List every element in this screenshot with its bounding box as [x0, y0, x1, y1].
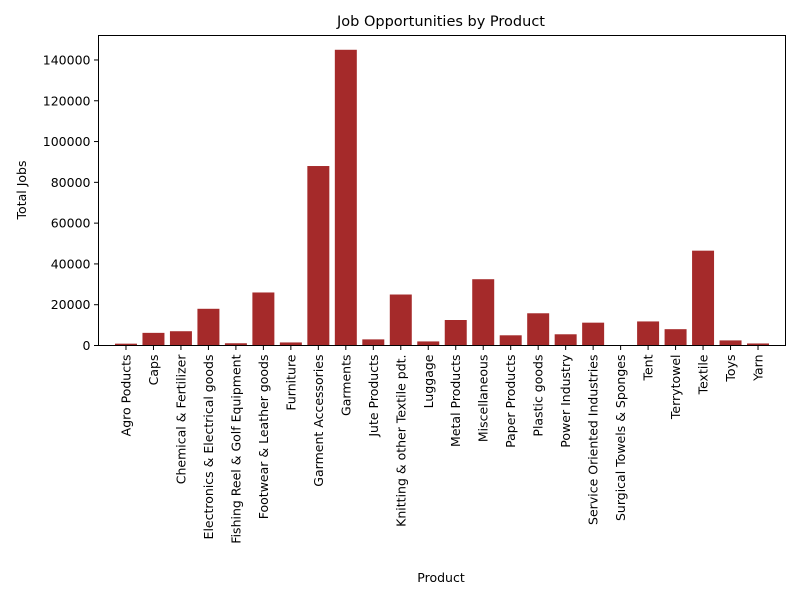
bar [582, 322, 605, 346]
bar [197, 308, 220, 346]
x-tick-label: Garment Accessories [311, 355, 326, 487]
x-axis-label: Product [417, 570, 465, 585]
bar [637, 321, 660, 346]
x-tick-label: Fishing Reel & Golf Equipment [228, 354, 243, 543]
bar [444, 320, 467, 346]
bar [527, 313, 550, 346]
bar [499, 335, 522, 346]
y-axis: 0 20000 40000 60000 80000 100000 120000 140000 [43, 52, 99, 353]
bar [719, 340, 742, 346]
x-tick-label: Luggage [421, 354, 436, 408]
bar [224, 343, 247, 346]
bar [692, 250, 715, 346]
x-tick-label: Surgical Towels & Sponges [613, 355, 628, 522]
x-tick-label: Power Industry [558, 354, 573, 448]
x-tick-label: Toys [723, 355, 738, 383]
bar [334, 49, 357, 346]
x-tick-label: Chemical & Fertilizer [173, 354, 188, 485]
y-tick-label: 140000 [43, 52, 91, 67]
x-tick-label: Electronics & Electrical goods [201, 355, 216, 540]
y-tick-label: 120000 [43, 93, 91, 108]
bar [114, 343, 137, 346]
bar [169, 331, 192, 346]
x-tick-label: Caps [146, 355, 161, 386]
x-axis: Agro Poducts Caps Chemical & Fertilizer Ele… [118, 345, 766, 544]
y-tick-label: 0 [83, 338, 91, 353]
x-tick-label: Plastic goods [531, 355, 546, 437]
y-axis-label: Total Jobs [14, 161, 29, 221]
bar [664, 329, 687, 346]
x-tick-label: Paper Products [503, 355, 518, 448]
y-tick-label: 40000 [51, 256, 91, 271]
y-tick-label: 100000 [43, 134, 91, 149]
plot-frame [98, 35, 786, 346]
x-tick-label: Footwear & Leather goods [256, 355, 271, 520]
chart-title: Job Opportunities by Product [336, 14, 545, 30]
bar [747, 343, 770, 346]
x-tick-label: Service Oriented Industries [586, 355, 601, 525]
bar [279, 342, 302, 346]
bar [389, 294, 412, 346]
x-tick-label: Furniture [283, 354, 298, 410]
bar [142, 332, 165, 346]
bar [252, 292, 275, 346]
y-tick-label: 80000 [51, 175, 91, 190]
x-tick-label: Knitting & other Textile pdt. [393, 355, 408, 527]
bar [417, 341, 440, 346]
x-tick-label: Yarn [751, 355, 766, 382]
x-tick-label: Terrytowel [668, 355, 683, 421]
y-tick-label: 20000 [51, 297, 91, 312]
y-tick-label: 60000 [51, 216, 91, 231]
x-tick-label: Tent [641, 354, 656, 381]
x-tick-label: Garments [338, 355, 353, 416]
bar [362, 339, 385, 346]
x-tick-label: Textile [696, 354, 711, 395]
bar [554, 334, 577, 346]
bars [114, 49, 770, 346]
x-tick-label: Agro Poducts [118, 355, 133, 437]
bar [472, 279, 495, 346]
bar [307, 166, 330, 346]
x-tick-label: Miscellaneous [476, 355, 491, 443]
x-tick-label: Metal Products [448, 355, 463, 447]
x-tick-label: Jute Products [366, 355, 381, 438]
